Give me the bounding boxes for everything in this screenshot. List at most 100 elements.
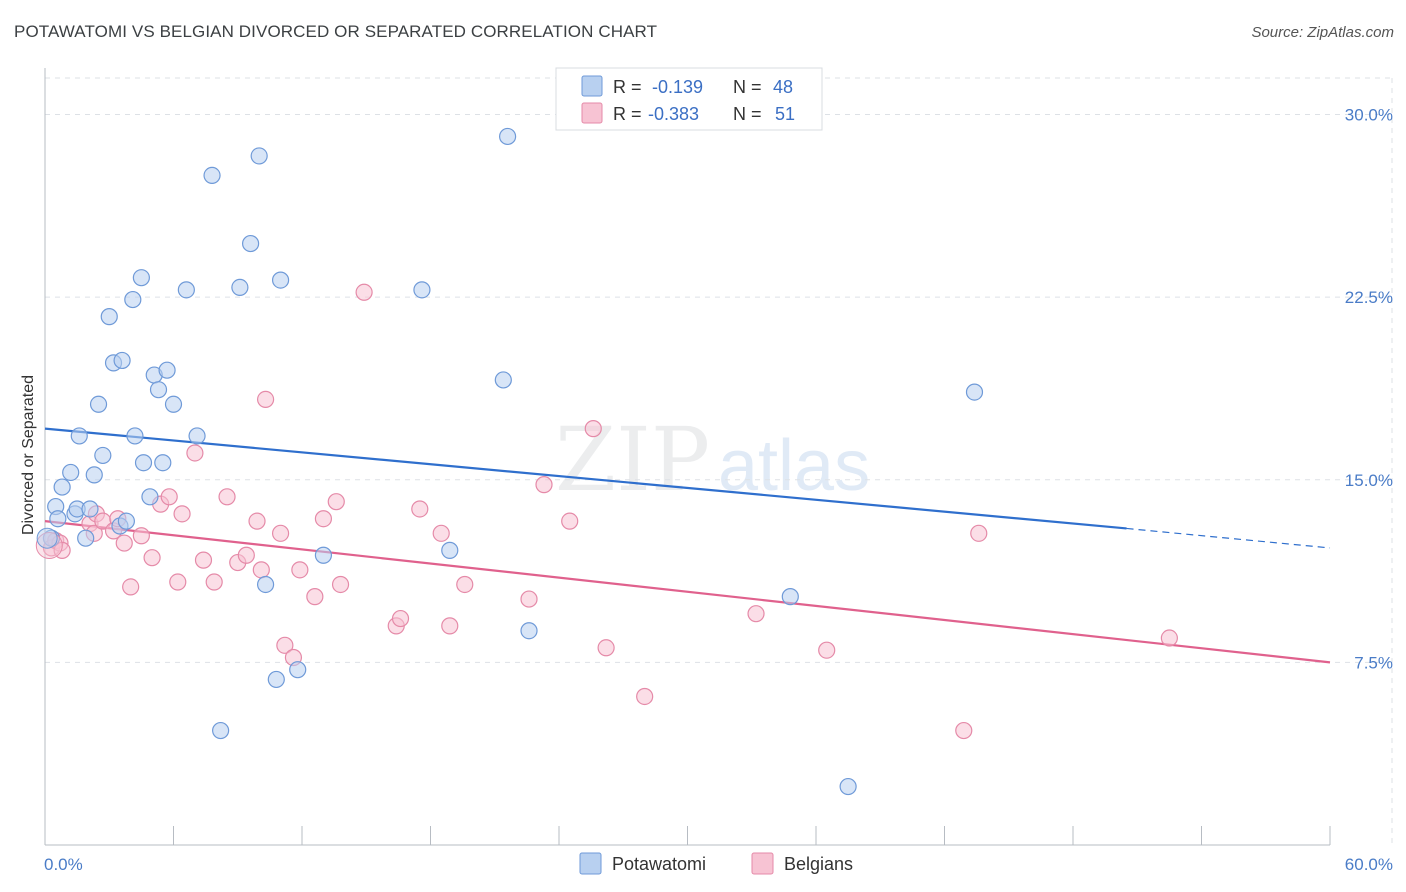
point-belgians-33 [327,493,345,511]
point-potawatomi-28 [177,281,195,299]
stats-legend: R = -0.139 N = 48 R = -0.383 N = 51 [555,67,823,131]
point-belgians-37 [391,609,410,628]
point-potawatomi-19 [126,427,144,445]
point-belgians-20 [205,573,223,591]
point-potawatomi-27 [164,395,183,413]
y-axis-label: Divorced or Separated [20,375,37,535]
point-potawatomi-13 [100,308,118,326]
point-potawatomi-46 [839,777,857,796]
point-belgians-43 [535,476,553,494]
x-tick-labels: 0.0% 60.0% [44,855,1393,874]
point-belgians-11 [122,578,140,596]
point-potawatomi-2 [49,510,67,528]
source-credit: Source: ZipAtlas.com [1251,24,1394,41]
series-legend-belgians: Belgians [784,854,853,874]
point-belgians-24 [248,512,266,530]
point-potawatomi-17 [117,512,135,530]
point-potawatomi-43 [499,127,517,146]
point-belgians-44 [561,512,579,530]
point-belgians-13 [143,549,161,567]
axes [44,68,1331,846]
point-potawatomi-3 [53,478,71,496]
point-potawatomi-20 [132,269,150,287]
point-belgians-25 [252,561,270,579]
point-belgians-23 [237,546,255,564]
watermark-atlas: atlas [718,426,870,506]
point-belgians-19 [194,551,213,569]
y-tick-label-1: 15.0% [1345,471,1393,490]
legend-r-label-1: R = [613,77,642,97]
point-belgians-47 [636,687,654,706]
point-potawatomi-33 [242,234,260,253]
y-tick-label-2: 22.5% [1345,288,1393,307]
point-potawatomi-34 [250,147,268,165]
point-belgians-41 [456,575,474,594]
point-belgians-50 [955,721,973,740]
point-belgians-39 [432,524,450,542]
point-belgians-46 [597,639,615,657]
point-belgians-16 [169,573,187,591]
point-belgians-34 [331,575,350,594]
legend-r-value-1: -0.139 [652,77,703,97]
point-belgians-35 [355,283,373,301]
chart-title: POTAWATOMI VS BELGIAN DIVORCED OR SEPARA… [14,22,658,41]
point-belgians-30 [291,561,309,579]
y-tick-labels: 7.5% 15.0% 22.5% 30.0% [1345,106,1393,673]
legend-swatch-belgians [581,102,603,124]
trend-lines [44,427,1331,664]
point-potawatomi-44 [520,622,538,640]
point-potawatomi-16 [113,351,131,370]
point-potawatomi-30 [203,166,221,184]
y-tick-label-3: 30.0% [1345,106,1393,125]
legend-n-label-2: N = [733,104,762,124]
point-potawatomi-4 [62,463,80,482]
legend-n-value-1: 48 [773,77,793,97]
legend-n-label-1: N = [733,77,762,97]
point-belgians-38 [411,500,429,518]
point-belgians-32 [314,510,333,528]
point-belgians-17 [173,505,191,523]
point-potawatomi-18 [124,290,142,309]
point-potawatomi-32 [231,278,249,297]
trend-line-potawatomi-extension [1126,527,1331,549]
watermark: ZIP atlas [555,408,870,511]
x-tick-label-0: 0.0% [44,855,83,874]
point-belgians-31 [306,588,324,606]
legend-swatch-potawatomi [581,75,603,97]
trend-line-belgians [44,520,1331,664]
point-belgians-26 [256,390,275,409]
trend-line-potawatomi [44,427,1127,530]
point-belgians-45 [584,420,602,438]
point-belgians-42 [520,590,538,608]
point-potawatomi-45 [781,588,799,606]
point-potawatomi-21 [134,454,153,472]
series-legend-potawatomi: Potawatomi [612,854,706,874]
point-belgians-49 [818,641,836,659]
point-potawatomi-36 [267,670,285,689]
point-belgians-51 [970,524,988,542]
point-potawatomi-24 [149,381,168,399]
point-potawatomi-22 [141,488,159,506]
point-potawatomi-38 [289,661,307,679]
point-potawatomi-11 [89,395,108,413]
point-potawatomi-12 [94,446,112,465]
point-potawatomi-10 [85,466,103,484]
point-belgians-21 [218,488,236,506]
legend-r-value-2: -0.383 [648,104,699,124]
point-potawatomi-31 [212,721,230,740]
point-potawatomi-26 [158,361,176,379]
point-potawatomi-9 [81,500,99,518]
legend-r-label-2: R = [613,104,642,124]
point-belgians-48 [747,605,765,623]
point-belgians-40 [441,617,459,635]
y-tick-label-0: 7.5% [1354,653,1393,672]
series-legend-swatch-belgians [751,852,774,875]
point-potawatomi-42 [494,371,512,389]
point-potawatomi-25 [154,454,172,472]
grid-lines [45,77,1393,845]
x-tick-label-1: 60.0% [1345,855,1393,874]
point-belgians-28 [276,636,294,654]
point-potawatomi-39 [314,546,333,564]
point-potawatomi-8 [77,529,95,547]
